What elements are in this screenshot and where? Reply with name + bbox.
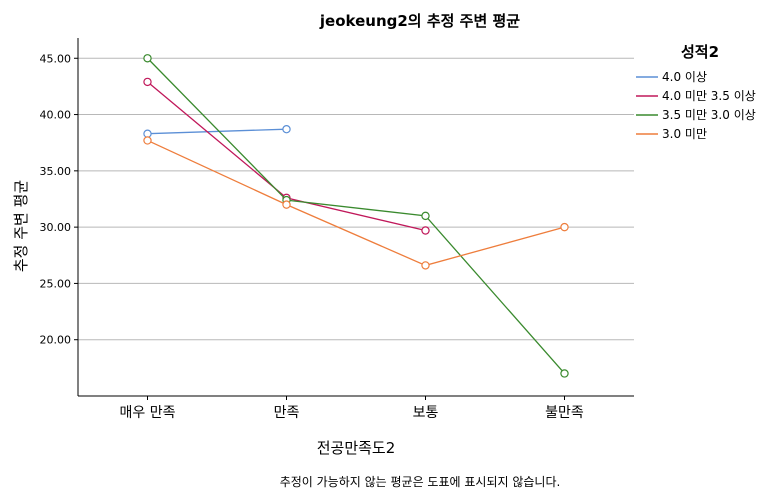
x-axis-title: 전공만족도2 bbox=[317, 439, 396, 457]
data-point bbox=[143, 77, 152, 87]
series-line bbox=[147, 128, 287, 135]
legend-item: 3.5 미만 3.0 이상 bbox=[636, 108, 756, 122]
series-4 bbox=[143, 136, 569, 270]
chart-title: jeokeung2의 추정 주변 평균 bbox=[319, 12, 520, 30]
y-tick-label: 25.00 bbox=[40, 277, 72, 290]
series-3 bbox=[143, 54, 569, 378]
legend-item: 3.0 미만 bbox=[636, 127, 707, 141]
y-tick-label: 35.00 bbox=[40, 165, 72, 178]
legend-item: 4.0 이상 bbox=[636, 70, 707, 84]
x-tick-label: 매우 만족 bbox=[120, 405, 176, 421]
legend-label: 4.0 미만 3.5 이상 bbox=[662, 89, 756, 103]
series-2 bbox=[143, 77, 430, 235]
data-point bbox=[421, 211, 430, 221]
legend-label: 4.0 이상 bbox=[662, 70, 707, 84]
x-tick-label: 만족 bbox=[274, 405, 300, 421]
footnote: 추정이 가능하지 않는 평균은 도표에 표시되지 않습니다. bbox=[280, 475, 561, 489]
data-point bbox=[143, 54, 152, 63]
data-point bbox=[143, 136, 152, 145]
data-point bbox=[560, 222, 569, 232]
data-point bbox=[421, 261, 430, 270]
legend-item: 4.0 미만 3.5 이상 bbox=[636, 89, 756, 103]
y-ticks: 20.00 25.00 30.00 35.00 40.00 45.00 bbox=[40, 52, 78, 347]
legend-title: 성적2 bbox=[681, 43, 719, 61]
legend: 성적2 4.0 이상 4.0 미만 3.5 이상 3.5 미만 3.0 이상 3.0 … bbox=[636, 43, 756, 141]
data-point bbox=[282, 124, 291, 134]
data-point bbox=[421, 226, 430, 235]
y-tick-label: 30.00 bbox=[40, 221, 72, 234]
series-group bbox=[143, 54, 569, 378]
legend-label: 3.5 미만 3.0 이상 bbox=[662, 108, 756, 122]
x-tick-label: 보통 bbox=[413, 405, 439, 421]
data-point bbox=[282, 200, 291, 209]
x-tick-label: 불만족 bbox=[545, 405, 584, 421]
gridlines bbox=[78, 57, 634, 341]
x-ticks: 매우 만족 만족 보통 불만족 bbox=[120, 396, 584, 421]
axes bbox=[77, 38, 634, 397]
y-tick-label: 40.00 bbox=[40, 109, 72, 122]
y-tick-label: 45.00 bbox=[40, 52, 72, 65]
series-line bbox=[147, 57, 565, 374]
y-tick-label: 20.00 bbox=[40, 334, 72, 347]
data-point bbox=[560, 369, 569, 378]
series-1 bbox=[143, 124, 291, 138]
y-axis-title: 추정 주변 평균 bbox=[12, 180, 30, 273]
data-point bbox=[143, 129, 152, 138]
legend-label: 3.0 미만 bbox=[662, 127, 707, 141]
series-line bbox=[147, 139, 565, 267]
